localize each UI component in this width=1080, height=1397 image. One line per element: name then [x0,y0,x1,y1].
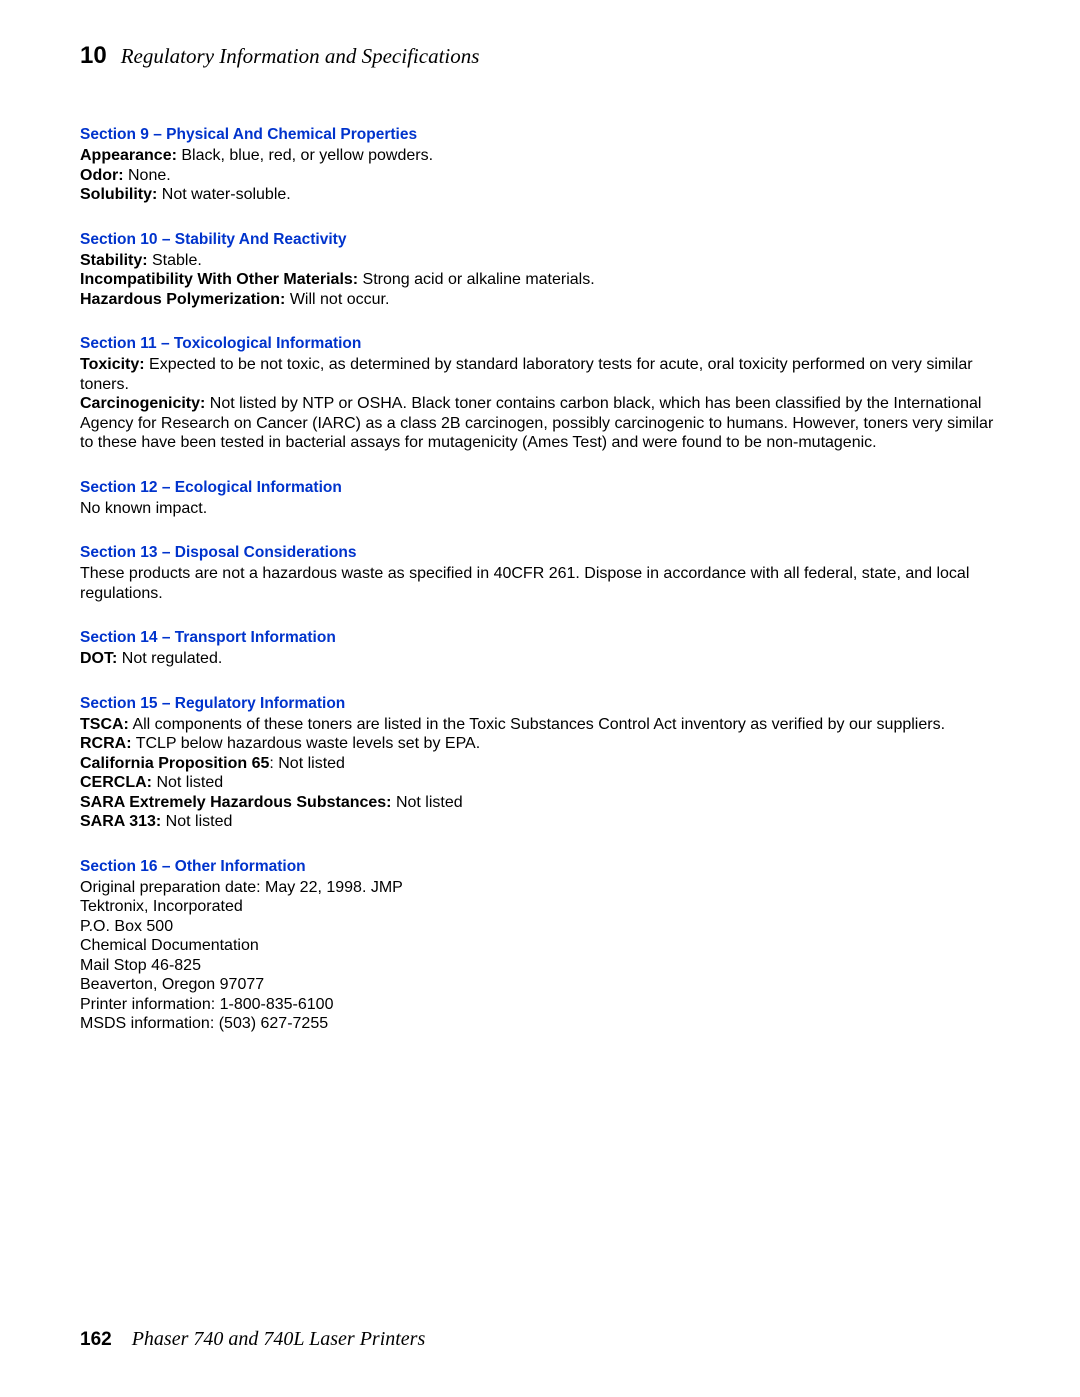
label-sara-ehs: SARA Extremely Hazardous Substances: [80,794,392,811]
value-sara-ehs: Not listed [392,794,463,811]
section-14: Section 14 – Transport Information DOT: … [80,629,1000,669]
value-sara-313: Not listed [161,813,232,830]
label-dot: DOT: [80,650,117,667]
label-prop65: California Proposition 65 [80,755,269,772]
section-body: Toxicity: Expected to be not toxic, as d… [80,355,1000,453]
label-rcra: RCRA: [80,735,132,752]
value-cercla: Not listed [152,774,223,791]
other-line: Tektronix, Incorporated [80,897,1000,917]
value-appearance: Black, blue, red, or yellow powders. [177,147,433,164]
label-tsca: TSCA: [80,716,129,733]
other-line: P.O. Box 500 [80,917,1000,937]
value-toxicity: Expected to be not toxic, as determined … [80,356,973,393]
label-cercla: CERCLA: [80,774,152,791]
section-13: Section 13 – Disposal Considerations The… [80,544,1000,603]
value-odor: None. [124,167,171,184]
section-heading: Section 14 – Transport Information [80,629,1000,647]
section-heading: Section 12 – Ecological Information [80,479,1000,497]
label-solubility: Solubility: [80,186,157,203]
section-heading: Section 16 – Other Information [80,858,1000,876]
value-polymerization: Will not occur. [285,291,389,308]
value-prop65: : Not listed [269,755,345,772]
document-page: 10 Regulatory Information and Specificat… [0,0,1080,1397]
chapter-title: Regulatory Information and Specification… [121,44,480,69]
section-15: Section 15 – Regulatory Information TSCA… [80,695,1000,832]
section-11: Section 11 – Toxicological Information T… [80,335,1000,453]
section-body: DOT: Not regulated. [80,649,1000,669]
section-10: Section 10 – Stability And Reactivity St… [80,231,1000,310]
label-stability: Stability: [80,252,148,269]
label-incompatibility: Incompatibility With Other Materials: [80,271,358,288]
other-line: MSDS information: (503) 627-7255 [80,1014,1000,1034]
page-number: 162 [80,1329,112,1351]
value-dot: Not regulated. [117,650,222,667]
label-odor: Odor: [80,167,124,184]
section-heading: Section 15 – Regulatory Information [80,695,1000,713]
section-heading: Section 9 – Physical And Chemical Proper… [80,126,1000,144]
label-toxicity: Toxicity: [80,356,145,373]
section-16: Section 16 – Other Information Original … [80,858,1000,1034]
section-9: Section 9 – Physical And Chemical Proper… [80,126,1000,205]
section-body: Original preparation date: May 22, 1998.… [80,878,1000,1034]
value-stability: Stable. [148,252,202,269]
value-incompatibility: Strong acid or alkaline materials. [358,271,595,288]
section-heading: Section 10 – Stability And Reactivity [80,231,1000,249]
chapter-number: 10 [80,42,107,70]
other-line: Original preparation date: May 22, 1998.… [80,878,1000,898]
section-body: TSCA: All components of these toners are… [80,715,1000,832]
document-title: Phaser 740 and 740L Laser Printers [132,1328,426,1351]
label-polymerization: Hazardous Polymerization: [80,291,285,308]
section-body: Appearance: Black, blue, red, or yellow … [80,146,1000,205]
label-carcinogenicity: Carcinogenicity: [80,395,205,412]
value-carcinogenicity: Not listed by NTP or OSHA. Black toner c… [80,395,993,451]
other-line: Mail Stop 46-825 [80,956,1000,976]
section-body: Stability: Stable. Incompatibility With … [80,251,1000,310]
section-body: These products are not a hazardous waste… [80,564,1000,603]
other-line: Chemical Documentation [80,936,1000,956]
other-line: Beaverton, Oregon 97077 [80,975,1000,995]
label-sara-313: SARA 313: [80,813,161,830]
section-heading: Section 13 – Disposal Considerations [80,544,1000,562]
value-tsca: All components of these toners are liste… [129,716,945,733]
page-footer: 162 Phaser 740 and 740L Laser Printers [80,1328,425,1351]
section-12: Section 12 – Ecological Information No k… [80,479,1000,519]
section-body: No known impact. [80,499,1000,519]
value-rcra: TCLP below hazardous waste levels set by… [132,735,481,752]
section-heading: Section 11 – Toxicological Information [80,335,1000,353]
page-header: 10 Regulatory Information and Specificat… [80,42,1000,70]
value-solubility: Not water-soluble. [157,186,290,203]
label-appearance: Appearance: [80,147,177,164]
other-line: Printer information: 1-800-835-6100 [80,995,1000,1015]
